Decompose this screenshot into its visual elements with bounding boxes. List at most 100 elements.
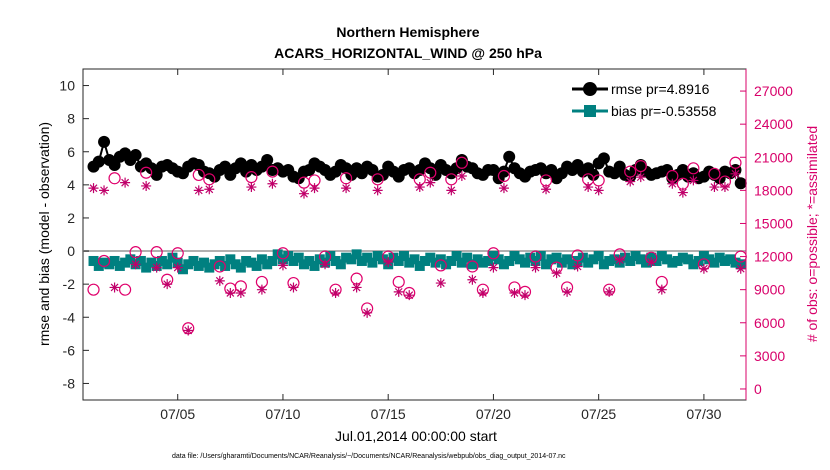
bias-point [509, 251, 520, 262]
assimilated-obs-point [151, 262, 162, 273]
y-left-tick-label: -4 [63, 309, 76, 325]
bias-point [635, 254, 646, 265]
x-axis-ticks: 07/05 07/10 07/15 07/20 07/25 07/30 [160, 69, 722, 422]
y-left-tick-label: 4 [67, 177, 75, 193]
assimilated-obs-point [99, 185, 110, 196]
possible-obs-point [213, 260, 226, 273]
rmse-point [497, 165, 510, 178]
assimilated-obs-point [288, 282, 299, 293]
bias-point [183, 259, 194, 270]
assimilated-obs-point [467, 274, 478, 285]
assimilated-obs-point [320, 259, 331, 270]
bias-point [356, 255, 367, 266]
possible-obs-point [171, 247, 184, 260]
assimilated-obs-point [730, 168, 741, 179]
legend-bias-label: bias pr=-0.53558 [611, 103, 717, 119]
y-left-tick-label: -2 [63, 276, 76, 292]
x-tick-label: 07/30 [686, 406, 721, 422]
bias-point [677, 252, 688, 263]
assimilated-obs-point [667, 178, 678, 189]
legend-bias-marker [584, 105, 596, 117]
chart-title: Northern Hemisphere [336, 24, 479, 40]
bias-point [683, 254, 694, 265]
possible-obs-point [487, 247, 500, 260]
assimilated-obs-point [277, 260, 288, 271]
bias-point [309, 260, 320, 271]
bias-point [414, 260, 425, 271]
y-right-tick-label: 18000 [754, 182, 793, 198]
bias-point [193, 260, 204, 271]
possible-obs-point [118, 283, 132, 296]
bias-point [99, 257, 110, 268]
x-tick-label: 07/10 [265, 406, 300, 422]
bias-point [330, 255, 341, 266]
bias-point [125, 254, 136, 265]
assimilated-obs-point [267, 178, 278, 189]
assimilated-obs-point [225, 287, 236, 298]
bias-point [267, 255, 278, 266]
bias-point [120, 257, 131, 268]
bias-point [146, 257, 157, 268]
possible-obs-point [729, 156, 742, 169]
bias-point [598, 259, 609, 270]
bias-point [656, 251, 667, 262]
bias-point [662, 254, 673, 265]
bias-point [625, 255, 636, 266]
bias-point [651, 255, 662, 266]
bias-point [199, 257, 210, 268]
bias-point [235, 262, 246, 273]
bias-point [351, 249, 362, 260]
bias-point [241, 255, 252, 266]
assimilated-obs-point [362, 307, 373, 318]
bias-point [299, 259, 309, 270]
assimilated-obs-point [709, 182, 720, 193]
bias-point [604, 255, 615, 266]
assimilated-obs-point [404, 290, 415, 301]
assimilated-obs-point [656, 284, 667, 295]
y-right-tick-label: 9000 [754, 282, 785, 298]
bias-point [304, 255, 315, 266]
bias-point [341, 252, 352, 263]
bias-point [409, 254, 420, 265]
bias-point [446, 255, 457, 266]
assimilated-obs-point [719, 182, 730, 193]
assimilated-obs-point [246, 182, 257, 193]
assimilated-obs-point [330, 287, 341, 298]
rmse-point [597, 152, 610, 165]
bias-point [404, 257, 415, 268]
bias-point [398, 251, 409, 262]
possible-obs-point [445, 173, 458, 186]
bias-point [109, 255, 120, 266]
assimilated-obs-point [456, 171, 467, 182]
possible-obs-point [434, 259, 447, 272]
bias-point [588, 254, 599, 265]
bias-point [114, 260, 125, 271]
bias-point [88, 255, 99, 266]
bias-point [367, 257, 378, 268]
assimilated-obs-point [735, 263, 746, 274]
possible-obs-point [276, 247, 290, 260]
assimilated-obs-point [593, 185, 604, 196]
bias-point [167, 252, 178, 263]
bias-point [256, 254, 267, 265]
bias-point [204, 262, 215, 273]
assimilated-obs-point [172, 262, 183, 273]
assimilated-obs-point [698, 263, 709, 274]
assimilated-obs-point [88, 183, 99, 194]
bias-point [714, 252, 725, 263]
assimilated-obs-point [256, 284, 267, 295]
y-axis-right-ticks: 0 3000 6000 9000 12000 15000 18000 21000 24000 27… [740, 69, 793, 400]
legend-rmse-marker [583, 82, 597, 96]
y-right-tick-label: 12000 [754, 249, 793, 265]
rmse-point [734, 177, 747, 190]
assimilated-obs-point [604, 286, 615, 297]
possible-obs-point [97, 254, 111, 268]
possible-obs-point [150, 246, 163, 259]
y-left-tick-label: -8 [63, 375, 76, 391]
bias-point [462, 252, 473, 263]
bias-point [393, 255, 404, 266]
bias-point [230, 259, 241, 270]
bias-point [551, 252, 562, 263]
bias-point [609, 254, 620, 265]
